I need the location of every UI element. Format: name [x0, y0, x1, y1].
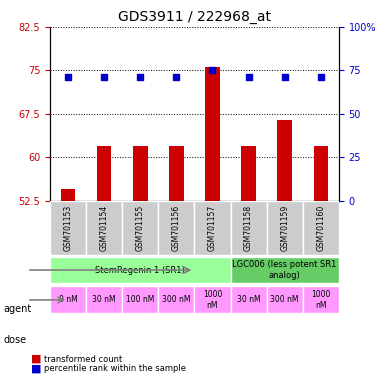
FancyBboxPatch shape: [303, 286, 339, 313]
Bar: [97, 146, 111, 201]
Point: [137, 74, 143, 80]
Point: [173, 74, 179, 80]
Text: 30 nM: 30 nM: [92, 295, 116, 305]
Bar: [241, 146, 256, 201]
Point: [101, 74, 107, 80]
Text: 300 nM: 300 nM: [162, 295, 191, 305]
FancyBboxPatch shape: [231, 257, 339, 283]
Text: transformed count: transformed count: [44, 354, 122, 364]
Bar: [205, 68, 220, 201]
Text: ■: ■: [31, 364, 41, 374]
Point: [318, 74, 324, 80]
Text: 1000
nM: 1000 nM: [311, 290, 330, 310]
Text: ■: ■: [31, 354, 41, 364]
FancyBboxPatch shape: [194, 201, 231, 255]
FancyBboxPatch shape: [122, 201, 158, 255]
FancyBboxPatch shape: [266, 286, 303, 313]
Text: dose: dose: [4, 335, 27, 345]
Text: 1000
nM: 1000 nM: [203, 290, 222, 310]
Text: LGC006 (less potent SR1
analog): LGC006 (less potent SR1 analog): [233, 260, 337, 280]
FancyBboxPatch shape: [194, 286, 231, 313]
Point: [281, 74, 288, 80]
Text: GSM701157: GSM701157: [208, 205, 217, 251]
FancyBboxPatch shape: [86, 201, 122, 255]
Text: 30 nM: 30 nM: [237, 295, 260, 305]
FancyBboxPatch shape: [231, 201, 266, 255]
Text: GSM701159: GSM701159: [280, 205, 289, 251]
Text: 0 nM: 0 nM: [59, 295, 77, 305]
FancyBboxPatch shape: [303, 201, 339, 255]
Bar: [133, 146, 147, 201]
Text: 300 nM: 300 nM: [270, 295, 299, 305]
FancyBboxPatch shape: [158, 201, 194, 255]
Point: [246, 74, 252, 80]
Text: percentile rank within the sample: percentile rank within the sample: [44, 364, 186, 373]
FancyBboxPatch shape: [50, 201, 86, 255]
Text: GSM701160: GSM701160: [316, 205, 325, 251]
Bar: [313, 146, 328, 201]
Point: [209, 67, 216, 73]
Text: GSM701158: GSM701158: [244, 205, 253, 251]
Text: StemRegenin 1 (SR1): StemRegenin 1 (SR1): [95, 266, 185, 275]
Text: 100 nM: 100 nM: [126, 295, 154, 305]
FancyBboxPatch shape: [122, 286, 158, 313]
Text: agent: agent: [4, 304, 32, 314]
Text: GSM701153: GSM701153: [64, 205, 73, 251]
Bar: [169, 146, 184, 201]
Text: GSM701154: GSM701154: [100, 205, 109, 251]
Text: GSM701156: GSM701156: [172, 205, 181, 251]
Title: GDS3911 / 222968_at: GDS3911 / 222968_at: [118, 10, 271, 25]
FancyBboxPatch shape: [50, 257, 231, 283]
FancyBboxPatch shape: [86, 286, 122, 313]
Point: [65, 74, 71, 80]
Bar: [61, 189, 75, 201]
FancyBboxPatch shape: [231, 286, 266, 313]
FancyBboxPatch shape: [158, 286, 194, 313]
FancyBboxPatch shape: [50, 286, 86, 313]
Text: GSM701155: GSM701155: [136, 205, 145, 251]
FancyBboxPatch shape: [266, 201, 303, 255]
Bar: [278, 120, 292, 201]
